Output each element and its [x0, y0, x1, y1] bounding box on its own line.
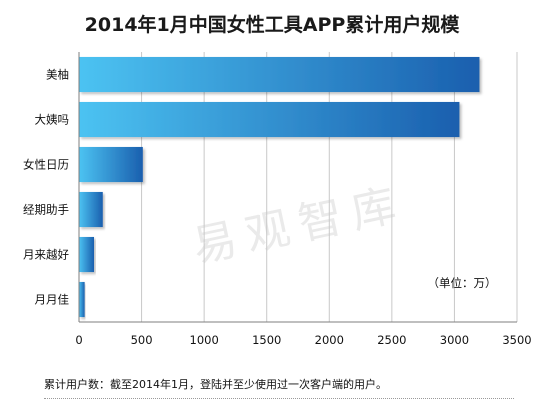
x-tick-label: 2000 [315, 333, 344, 347]
category-label: 女性日历 [23, 158, 69, 172]
bar [79, 281, 85, 318]
unit-label: （单位：万） [428, 276, 497, 290]
footer-divider [44, 398, 514, 399]
gridlines [141, 52, 518, 322]
x-tick-label: 3000 [440, 333, 469, 347]
bar [79, 101, 460, 138]
x-tick-label: 2500 [377, 333, 406, 347]
bar [79, 191, 103, 228]
bar [79, 56, 480, 93]
footnote: 累计用户数：截至2014年1月，登陆并至少使用过一次客户端的用户。 [44, 378, 387, 391]
x-tick-label: 1500 [252, 333, 281, 347]
bars [79, 56, 480, 318]
x-tick-label: 3500 [502, 333, 531, 347]
bar [79, 236, 95, 273]
chart-title: 2014年1月中国女性工具APP累计用户规模 [85, 13, 461, 36]
category-label: 大姨吗 [35, 113, 70, 127]
category-label: 美柚 [46, 68, 69, 82]
bar [79, 146, 143, 183]
category-label: 月来越好 [23, 248, 69, 262]
category-label: 经期助手 [23, 203, 69, 217]
category-label: 月月佳 [35, 293, 70, 307]
x-tick-label: 1000 [190, 333, 219, 347]
x-tick-label: 500 [131, 333, 153, 347]
x-tick-labels: 0 500 1000 1500 2000 2500 3000 3500 [75, 333, 531, 347]
x-tick-label: 0 [75, 333, 82, 347]
watermark: 易观智库 [188, 178, 410, 273]
